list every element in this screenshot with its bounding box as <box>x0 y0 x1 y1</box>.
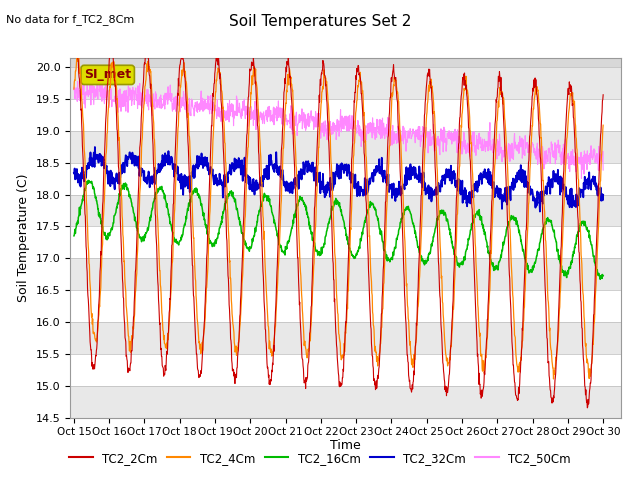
Legend: TC2_2Cm, TC2_4Cm, TC2_16Cm, TC2_32Cm, TC2_50Cm: TC2_2Cm, TC2_4Cm, TC2_16Cm, TC2_32Cm, TC… <box>64 447 576 469</box>
Bar <box>70 290 621 322</box>
Y-axis label: Soil Temperature (C): Soil Temperature (C) <box>17 173 30 302</box>
Text: Soil Temperatures Set 2: Soil Temperatures Set 2 <box>229 14 411 29</box>
X-axis label: Time: Time <box>330 439 361 452</box>
Text: No data for f_TC2_8Cm: No data for f_TC2_8Cm <box>6 14 134 25</box>
Bar <box>70 131 621 163</box>
Bar <box>70 99 621 131</box>
Bar <box>70 386 621 418</box>
Bar <box>70 354 621 386</box>
Bar <box>70 227 621 258</box>
Bar <box>70 258 621 290</box>
Bar <box>70 322 621 354</box>
Bar <box>70 194 621 227</box>
Bar <box>70 67 621 99</box>
Bar <box>70 163 621 194</box>
Text: SI_met: SI_met <box>84 68 131 82</box>
